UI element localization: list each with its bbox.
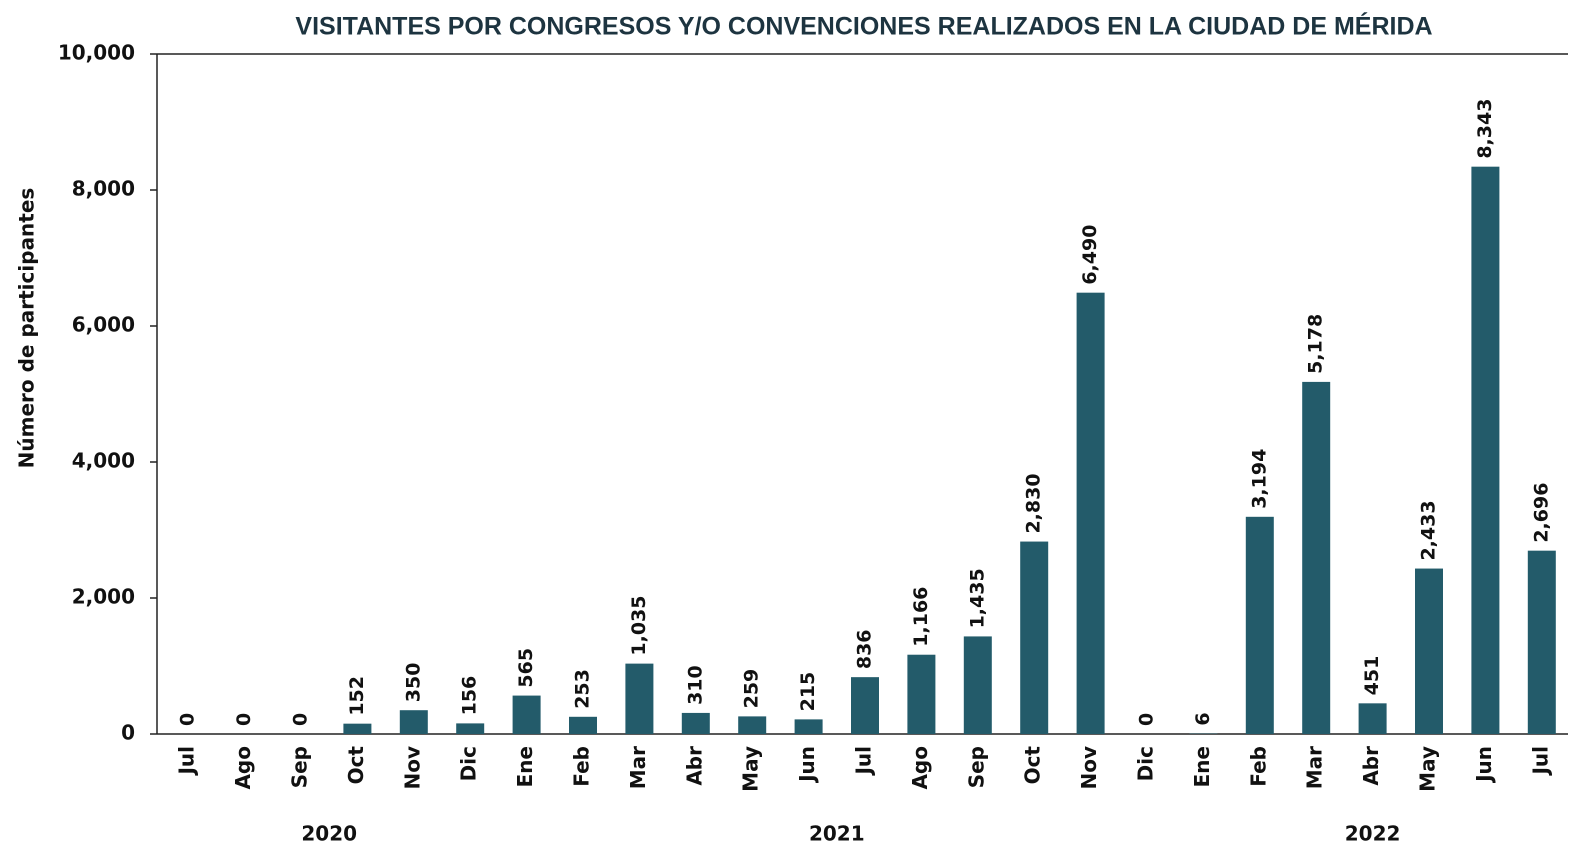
data-label: 451 xyxy=(1361,656,1383,696)
x-tick-label: Ene xyxy=(1190,746,1214,787)
bar xyxy=(907,654,936,734)
x-tick-label: Oct xyxy=(1021,746,1045,785)
bar xyxy=(1020,541,1049,734)
data-label: 0 xyxy=(233,713,255,726)
x-tick-label: Ago xyxy=(231,746,255,790)
data-label: 565 xyxy=(515,648,537,688)
x-tick-label: Nov xyxy=(1077,746,1101,790)
bar xyxy=(512,695,541,734)
data-label: 2,433 xyxy=(1418,500,1440,560)
bar xyxy=(343,723,372,734)
bar xyxy=(851,677,879,734)
bar xyxy=(1245,516,1274,734)
data-label: 2,830 xyxy=(1023,473,1045,533)
group-label: 2021 xyxy=(809,822,865,846)
x-tick-label: Jun xyxy=(1472,746,1496,784)
x-tick-label: Dic xyxy=(1134,746,1158,781)
y-axis-label: Número de participantes xyxy=(15,188,39,469)
data-label: 1,035 xyxy=(628,596,650,656)
x-tick-label: Dic xyxy=(457,746,481,781)
data-label: 215 xyxy=(797,672,819,712)
group-label: 2022 xyxy=(1345,822,1401,846)
data-label: 0 xyxy=(290,713,312,726)
x-tick-label: Abr xyxy=(1359,746,1383,786)
x-tick-label: Feb xyxy=(1246,746,1270,787)
data-label: 253 xyxy=(572,669,594,709)
bar xyxy=(1527,550,1556,734)
y-tick-label: 0 xyxy=(121,721,135,745)
bar xyxy=(794,719,823,734)
bar xyxy=(1302,381,1331,734)
bar xyxy=(1471,166,1500,734)
data-label: 0 xyxy=(1136,713,1158,726)
bar xyxy=(1358,703,1387,734)
bar xyxy=(681,712,710,734)
x-tick-label: Mar xyxy=(1303,746,1327,789)
x-tick-label: Ene xyxy=(513,746,537,787)
data-label: 1,435 xyxy=(966,568,988,628)
y-tick-label: 10,000 xyxy=(58,41,135,65)
data-label: 156 xyxy=(459,676,481,716)
data-label: 0 xyxy=(177,713,199,726)
x-tick-label: Sep xyxy=(288,746,312,788)
bar xyxy=(1076,292,1105,734)
bar xyxy=(738,716,767,734)
data-label: 1,166 xyxy=(910,587,932,647)
data-label: 310 xyxy=(684,665,706,705)
x-tick-label: May xyxy=(1416,746,1440,792)
x-tick-label: Oct xyxy=(344,746,368,785)
data-label: 259 xyxy=(741,669,763,709)
y-tick-label: 6,000 xyxy=(72,313,135,337)
x-tick-label: Sep xyxy=(964,746,988,788)
x-tick-label: Jul xyxy=(1528,746,1552,777)
data-label: 836 xyxy=(854,629,876,669)
y-tick-label: 8,000 xyxy=(72,177,135,201)
data-label: 2,696 xyxy=(1530,483,1552,543)
bar xyxy=(399,710,428,734)
group-label: 2020 xyxy=(301,822,357,846)
x-tick-label: Abr xyxy=(682,746,706,786)
x-tick-label: Ago xyxy=(908,746,932,790)
data-label: 350 xyxy=(402,663,424,703)
x-tick-label: May xyxy=(739,746,763,792)
x-tick-label: Nov xyxy=(400,746,424,790)
data-label: 6,490 xyxy=(1079,225,1101,285)
bar xyxy=(569,716,597,734)
data-label: 152 xyxy=(346,676,368,716)
bar xyxy=(1415,568,1443,734)
y-tick-label: 2,000 xyxy=(72,585,135,609)
x-tick-label: Jun xyxy=(795,746,819,784)
data-label: 5,178 xyxy=(1305,314,1327,374)
data-label: 6 xyxy=(1192,712,1214,725)
x-tick-label: Jul xyxy=(852,746,876,777)
bar xyxy=(963,636,992,734)
chart-title: VISITANTES POR CONGRESOS Y/O CONVENCIONE… xyxy=(295,12,1432,41)
y-tick-label: 4,000 xyxy=(72,449,135,473)
bar xyxy=(456,723,485,734)
bar xyxy=(625,663,654,734)
data-label: 3,194 xyxy=(1248,449,1270,509)
data-label: 8,343 xyxy=(1474,99,1496,159)
x-tick-label: Jul xyxy=(175,746,199,777)
x-tick-label: Feb xyxy=(570,746,594,787)
x-tick-label: Mar xyxy=(626,746,650,789)
